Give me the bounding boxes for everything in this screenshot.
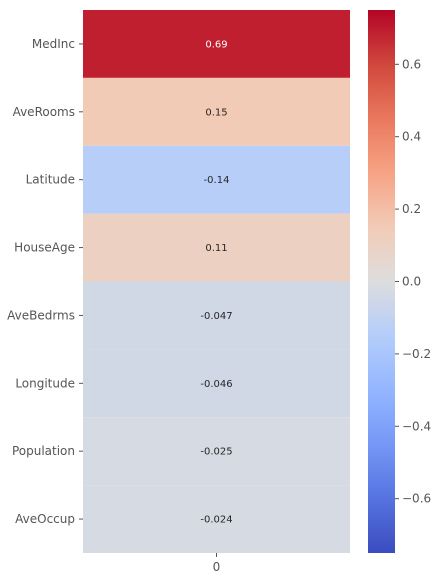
cell-value-label: -0.046: [200, 379, 232, 390]
colorbar-gradient: [368, 10, 395, 553]
heatmap-grid: 0.69 MedInc 0.15 AveRooms -0.14 Latitude 0.11 H…: [7, 10, 350, 574]
colorbar-tick-label: −0.4: [402, 419, 431, 433]
heatmap-cell-avebedrms: [83, 281, 350, 350]
colorbar: −0.6 −0.4 −0.2 0.0 0.2 0.4 0.6: [368, 10, 431, 553]
cell-value-label: -0.024: [200, 515, 232, 526]
row-tick-label: AveBedrms: [7, 308, 75, 322]
row-tick-label: Latitude: [26, 173, 75, 187]
heatmap-cell-population: [83, 417, 350, 486]
column-tick-label: 0: [213, 560, 221, 574]
row-tick-label: Longitude: [15, 376, 75, 390]
colorbar-tick-label: −0.2: [402, 347, 431, 361]
heatmap-cell-averooms: [83, 77, 350, 146]
heatmap-cell-longitude: [83, 349, 350, 418]
colorbar-tick-label: −0.6: [402, 492, 431, 506]
cell-value-label: 0.11: [205, 243, 227, 254]
heatmap-cell-medinc: [83, 10, 350, 78]
cell-value-label: 0.15: [205, 107, 227, 118]
row-tick-label: AveOccup: [15, 512, 75, 526]
cell-value-label: -0.14: [204, 175, 230, 186]
cell-value-label: -0.047: [200, 311, 232, 322]
heatmap-cell-houseage: [83, 213, 350, 282]
colorbar-tick-label: 0.0: [402, 275, 421, 289]
row-tick-label: Population: [12, 444, 75, 458]
heatmap-cell-aveoccup: [83, 485, 350, 553]
colorbar-tick-label: 0.2: [402, 202, 421, 216]
colorbar-tick-label: 0.6: [402, 57, 421, 71]
row-tick-label: HouseAge: [14, 241, 75, 255]
heatmap-cell-latitude: [83, 145, 350, 214]
cell-value-label: -0.025: [200, 447, 232, 458]
row-tick-label: MedInc: [32, 37, 75, 51]
row-tick-label: AveRooms: [13, 105, 75, 119]
cell-value-label: 0.69: [205, 39, 227, 50]
colorbar-tick-label: 0.4: [402, 130, 421, 144]
